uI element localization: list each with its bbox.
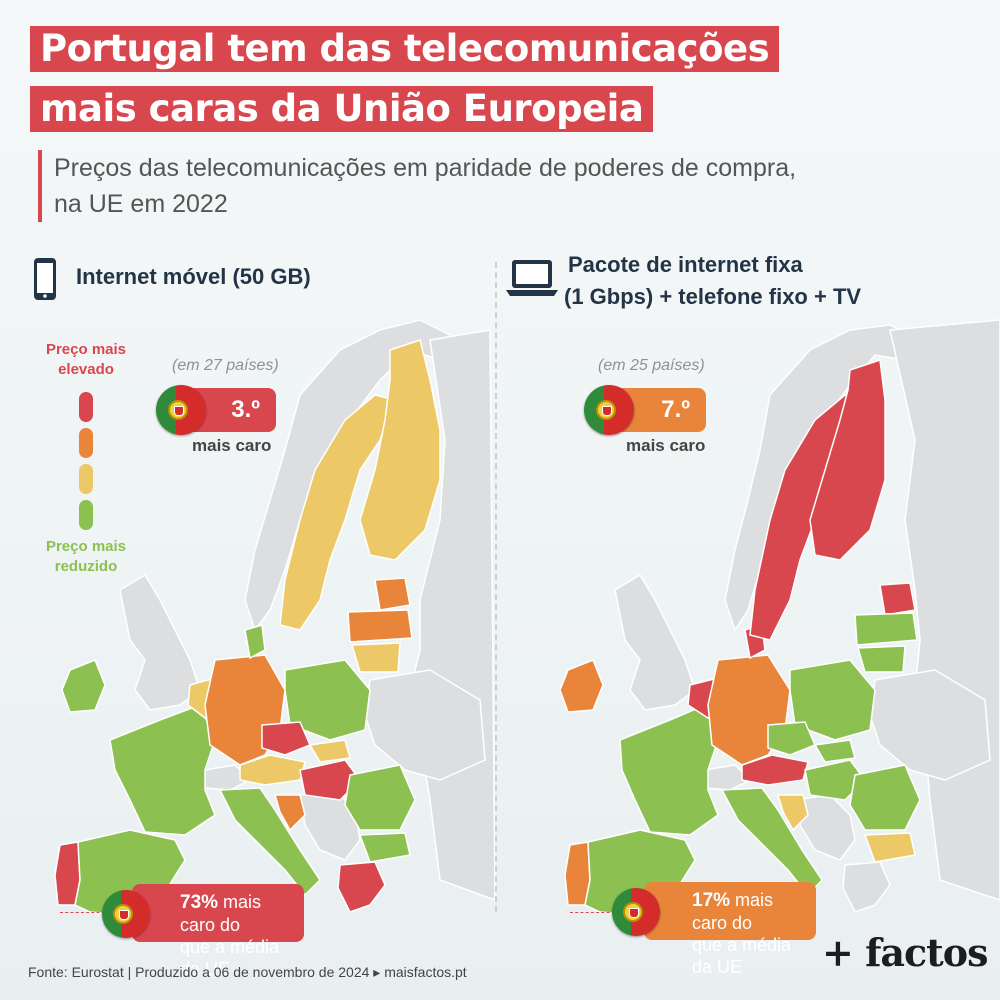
right-map-france: [619, 704, 719, 836]
subtitle: Preços das telecomunicações em paridade …: [38, 150, 874, 222]
panel1-pct-box: 73% mais caro do que a média da UE: [132, 884, 304, 979]
panel2-rank-label: mais caro: [626, 436, 706, 455]
subtitle-line-1: Preços das telecomunicações em paridade …: [54, 154, 797, 182]
right-map-latvia: [854, 612, 918, 646]
right-map-czechia: [767, 721, 816, 756]
panel1-pct-text-2: que a média da UE: [180, 937, 280, 979]
portugal-flag-icon: [102, 890, 150, 938]
panel1-rank: 3.º: [231, 396, 260, 423]
title-line-1: Portugal tem das telecomunicações: [30, 26, 780, 72]
right-map-uk: [614, 573, 696, 711]
panel1-callout-line: [60, 912, 110, 913]
source-note: Fonte: Eurostat | Produzido a 06 de nove…: [28, 964, 467, 980]
panel1-title: Internet móvel (50 GB): [76, 264, 311, 289]
left-map-france: [109, 704, 216, 836]
right-map-estonia: [879, 582, 916, 616]
title-line-2: mais caras da União Europeia: [30, 86, 654, 132]
left-map-uk: [119, 573, 201, 711]
left-map-ukraine: [364, 669, 486, 781]
left-map-sweden: [279, 394, 396, 631]
panel2-pct-box: 17% mais caro do que a média da UE: [644, 882, 816, 977]
left-map-italy: [218, 787, 321, 897]
legend-swatch-high: [79, 428, 93, 458]
panel2-title-line-2: (1 Gbps) + telefone fixo + TV: [564, 284, 862, 309]
left-map-czechia: [261, 721, 311, 756]
right-map-greece: [842, 861, 891, 913]
left-map-croatia: [273, 794, 306, 832]
left-map-poland: [284, 659, 371, 741]
panel1-note: (em 27 países): [172, 357, 279, 374]
panel-divider: [495, 262, 497, 912]
right-map-poland: [789, 659, 876, 741]
right-map-ukraine: [869, 669, 991, 781]
brand-logo: + factos: [822, 930, 988, 975]
right-map-lithuania: [857, 645, 906, 673]
right-map-ireland: [559, 659, 604, 713]
smartphone-icon: [34, 258, 56, 300]
right-map-bulgaria: [863, 832, 916, 863]
left-map-estonia: [374, 577, 411, 611]
left-map-lithuania: [351, 642, 401, 673]
legend-high-line-1: Preço mais: [45, 341, 127, 358]
left-map-romania: [344, 764, 416, 831]
panel2-callout-line: [570, 912, 620, 913]
panel1-rank-label: mais caro: [192, 436, 272, 455]
left-map-finland: [359, 339, 441, 561]
panel2-pct: 17%: [692, 890, 731, 911]
right-map-finland: [809, 358, 886, 561]
right-map-croatia: [776, 794, 809, 832]
left-map-denmark: [244, 624, 266, 660]
left-map-bulgaria: [358, 832, 411, 863]
portugal-flag-icon: [612, 888, 660, 936]
subtitle-line-2: na UE em 2022: [54, 190, 228, 218]
panel2-note: (em 25 países): [598, 357, 705, 374]
laptop-icon: [506, 260, 558, 296]
right-map: [559, 319, 1000, 916]
left-map-austria: [239, 754, 306, 786]
right-map-slovakia: [813, 739, 856, 763]
panel1-pct: 73%: [180, 892, 219, 913]
panel2-pct-text-2: que a média da UE: [692, 935, 792, 977]
legend-high-line-2: elevado: [58, 361, 114, 378]
legend-high-label: Preço mais elevado: [36, 340, 136, 380]
legend-low-label: Preço mais reduzido: [36, 537, 136, 577]
left-map-latvia: [347, 609, 413, 643]
left-map-slovakia: [308, 739, 351, 763]
legend-swatch-lowest: [79, 500, 93, 530]
panel2-title-line-1: Pacote de internet fixa: [568, 252, 803, 277]
panel1-pct-text-1: mais caro do: [180, 892, 262, 935]
legend-swatch-low: [79, 464, 93, 494]
right-map-austria: [741, 754, 809, 786]
panel2-pct-text-1: mais caro do: [692, 890, 774, 933]
legend-low-line-1: Preço mais: [45, 538, 127, 555]
portugal-flag-icon: [156, 385, 206, 435]
left-map-greece: [337, 861, 386, 913]
right-map-romania: [849, 764, 921, 831]
left-map-ireland: [61, 659, 106, 713]
left-map: [54, 319, 496, 916]
legend-low-line-2: reduzido: [54, 558, 118, 575]
portugal-flag-icon: [584, 385, 634, 435]
legend-swatch-highest: [79, 392, 93, 422]
panel2-rank: 7.º: [661, 396, 690, 423]
